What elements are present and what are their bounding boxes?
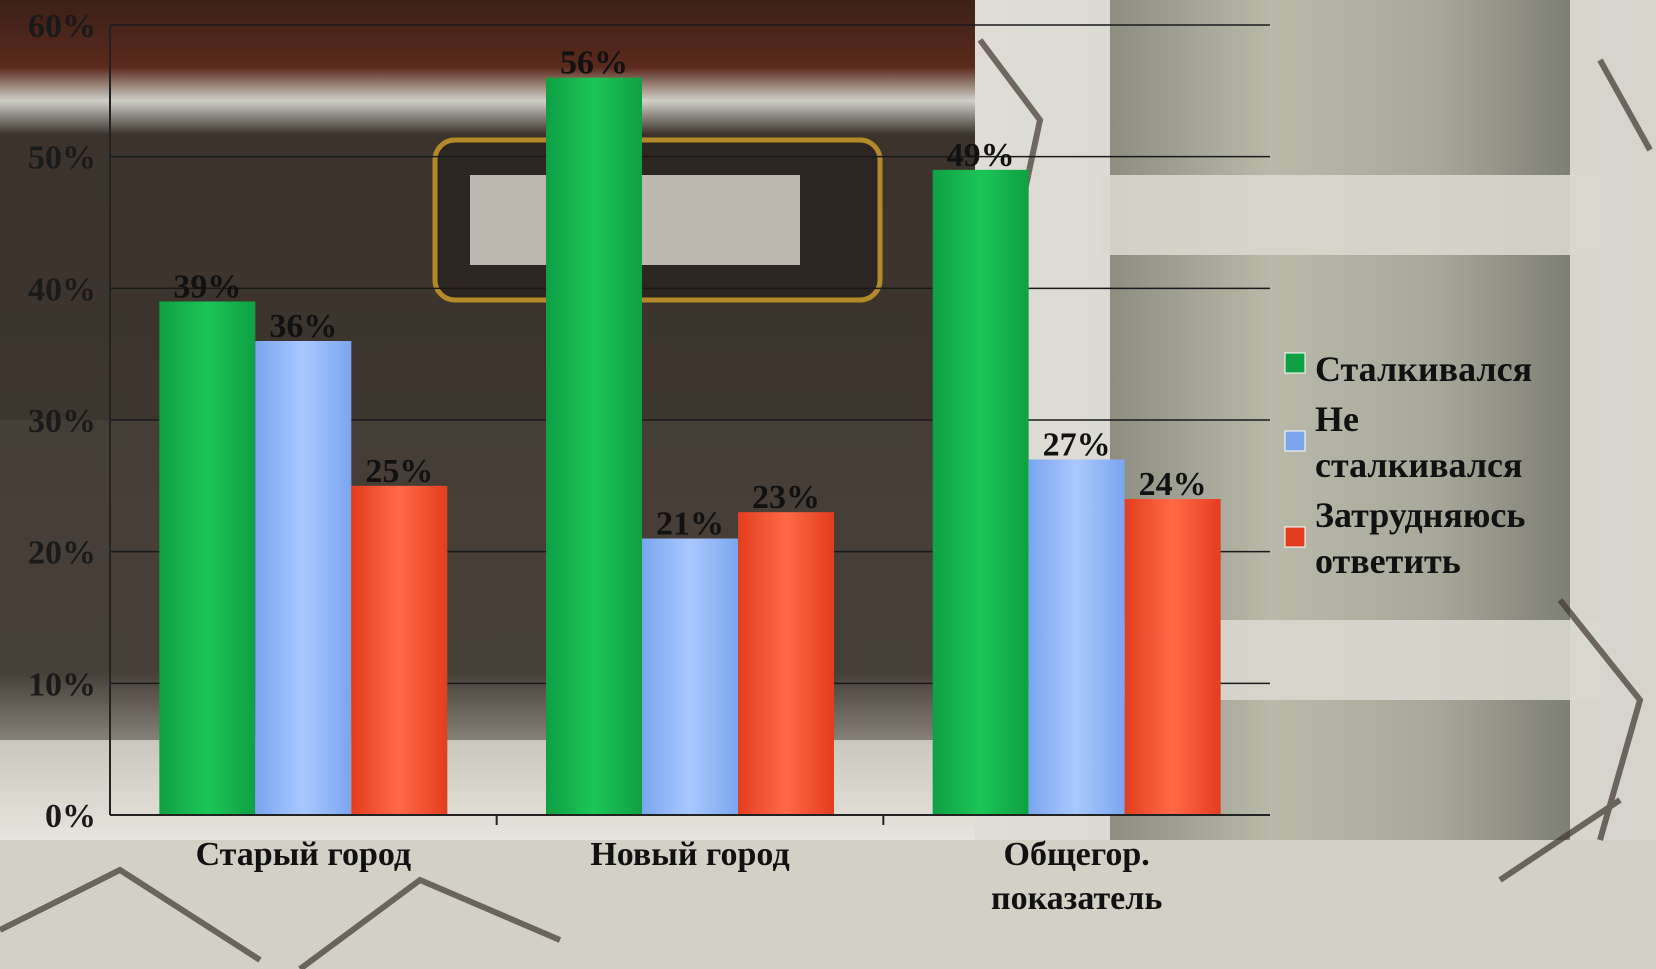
y-tick-label: 20% [28, 535, 96, 572]
data-label: 36% [269, 308, 337, 345]
x-category-label: Общегор. [1004, 836, 1150, 873]
data-label: 24% [1139, 466, 1207, 503]
data-label: 49% [947, 137, 1015, 174]
y-tick-label: 30% [28, 403, 96, 440]
data-label: 23% [752, 479, 820, 516]
data-label: 56% [560, 45, 628, 82]
x-category-label: Новый город [590, 836, 789, 873]
y-tick-label: 10% [28, 666, 96, 703]
data-label: 21% [656, 506, 724, 543]
legend-label: ответить [1315, 541, 1461, 581]
y-tick-label: 60% [28, 8, 96, 45]
legend-swatch [1284, 352, 1306, 374]
legend-label: Не [1315, 399, 1359, 439]
x-category-label: Старый город [196, 836, 412, 873]
legend-swatch [1284, 430, 1306, 452]
bar [546, 77, 642, 815]
legend-label: Затрудняюсь [1315, 495, 1525, 535]
bar [1124, 499, 1221, 815]
y-tick-label: 40% [28, 271, 96, 308]
x-category-label: показатель [991, 880, 1162, 917]
y-tick-label: 0% [45, 798, 96, 835]
data-label: 39% [173, 269, 241, 306]
bar [932, 169, 1029, 816]
data-label: 25% [365, 453, 433, 490]
legend-item: Затрудняюсь ответить [1284, 495, 1525, 581]
y-tick-label: 50% [28, 140, 96, 177]
legend-swatch [1284, 526, 1306, 548]
bar [738, 512, 834, 815]
bar [1028, 459, 1125, 815]
bar [642, 538, 738, 815]
legend-item: Сталкивался [1284, 349, 1532, 389]
legend-label: Сталкивался [1315, 349, 1532, 389]
legend-item: Не сталкивался [1284, 399, 1523, 485]
bar [255, 341, 352, 815]
legend-label: сталкивался [1315, 445, 1523, 485]
bar [351, 485, 448, 815]
data-label: 27% [1043, 427, 1111, 464]
bar [159, 301, 256, 815]
